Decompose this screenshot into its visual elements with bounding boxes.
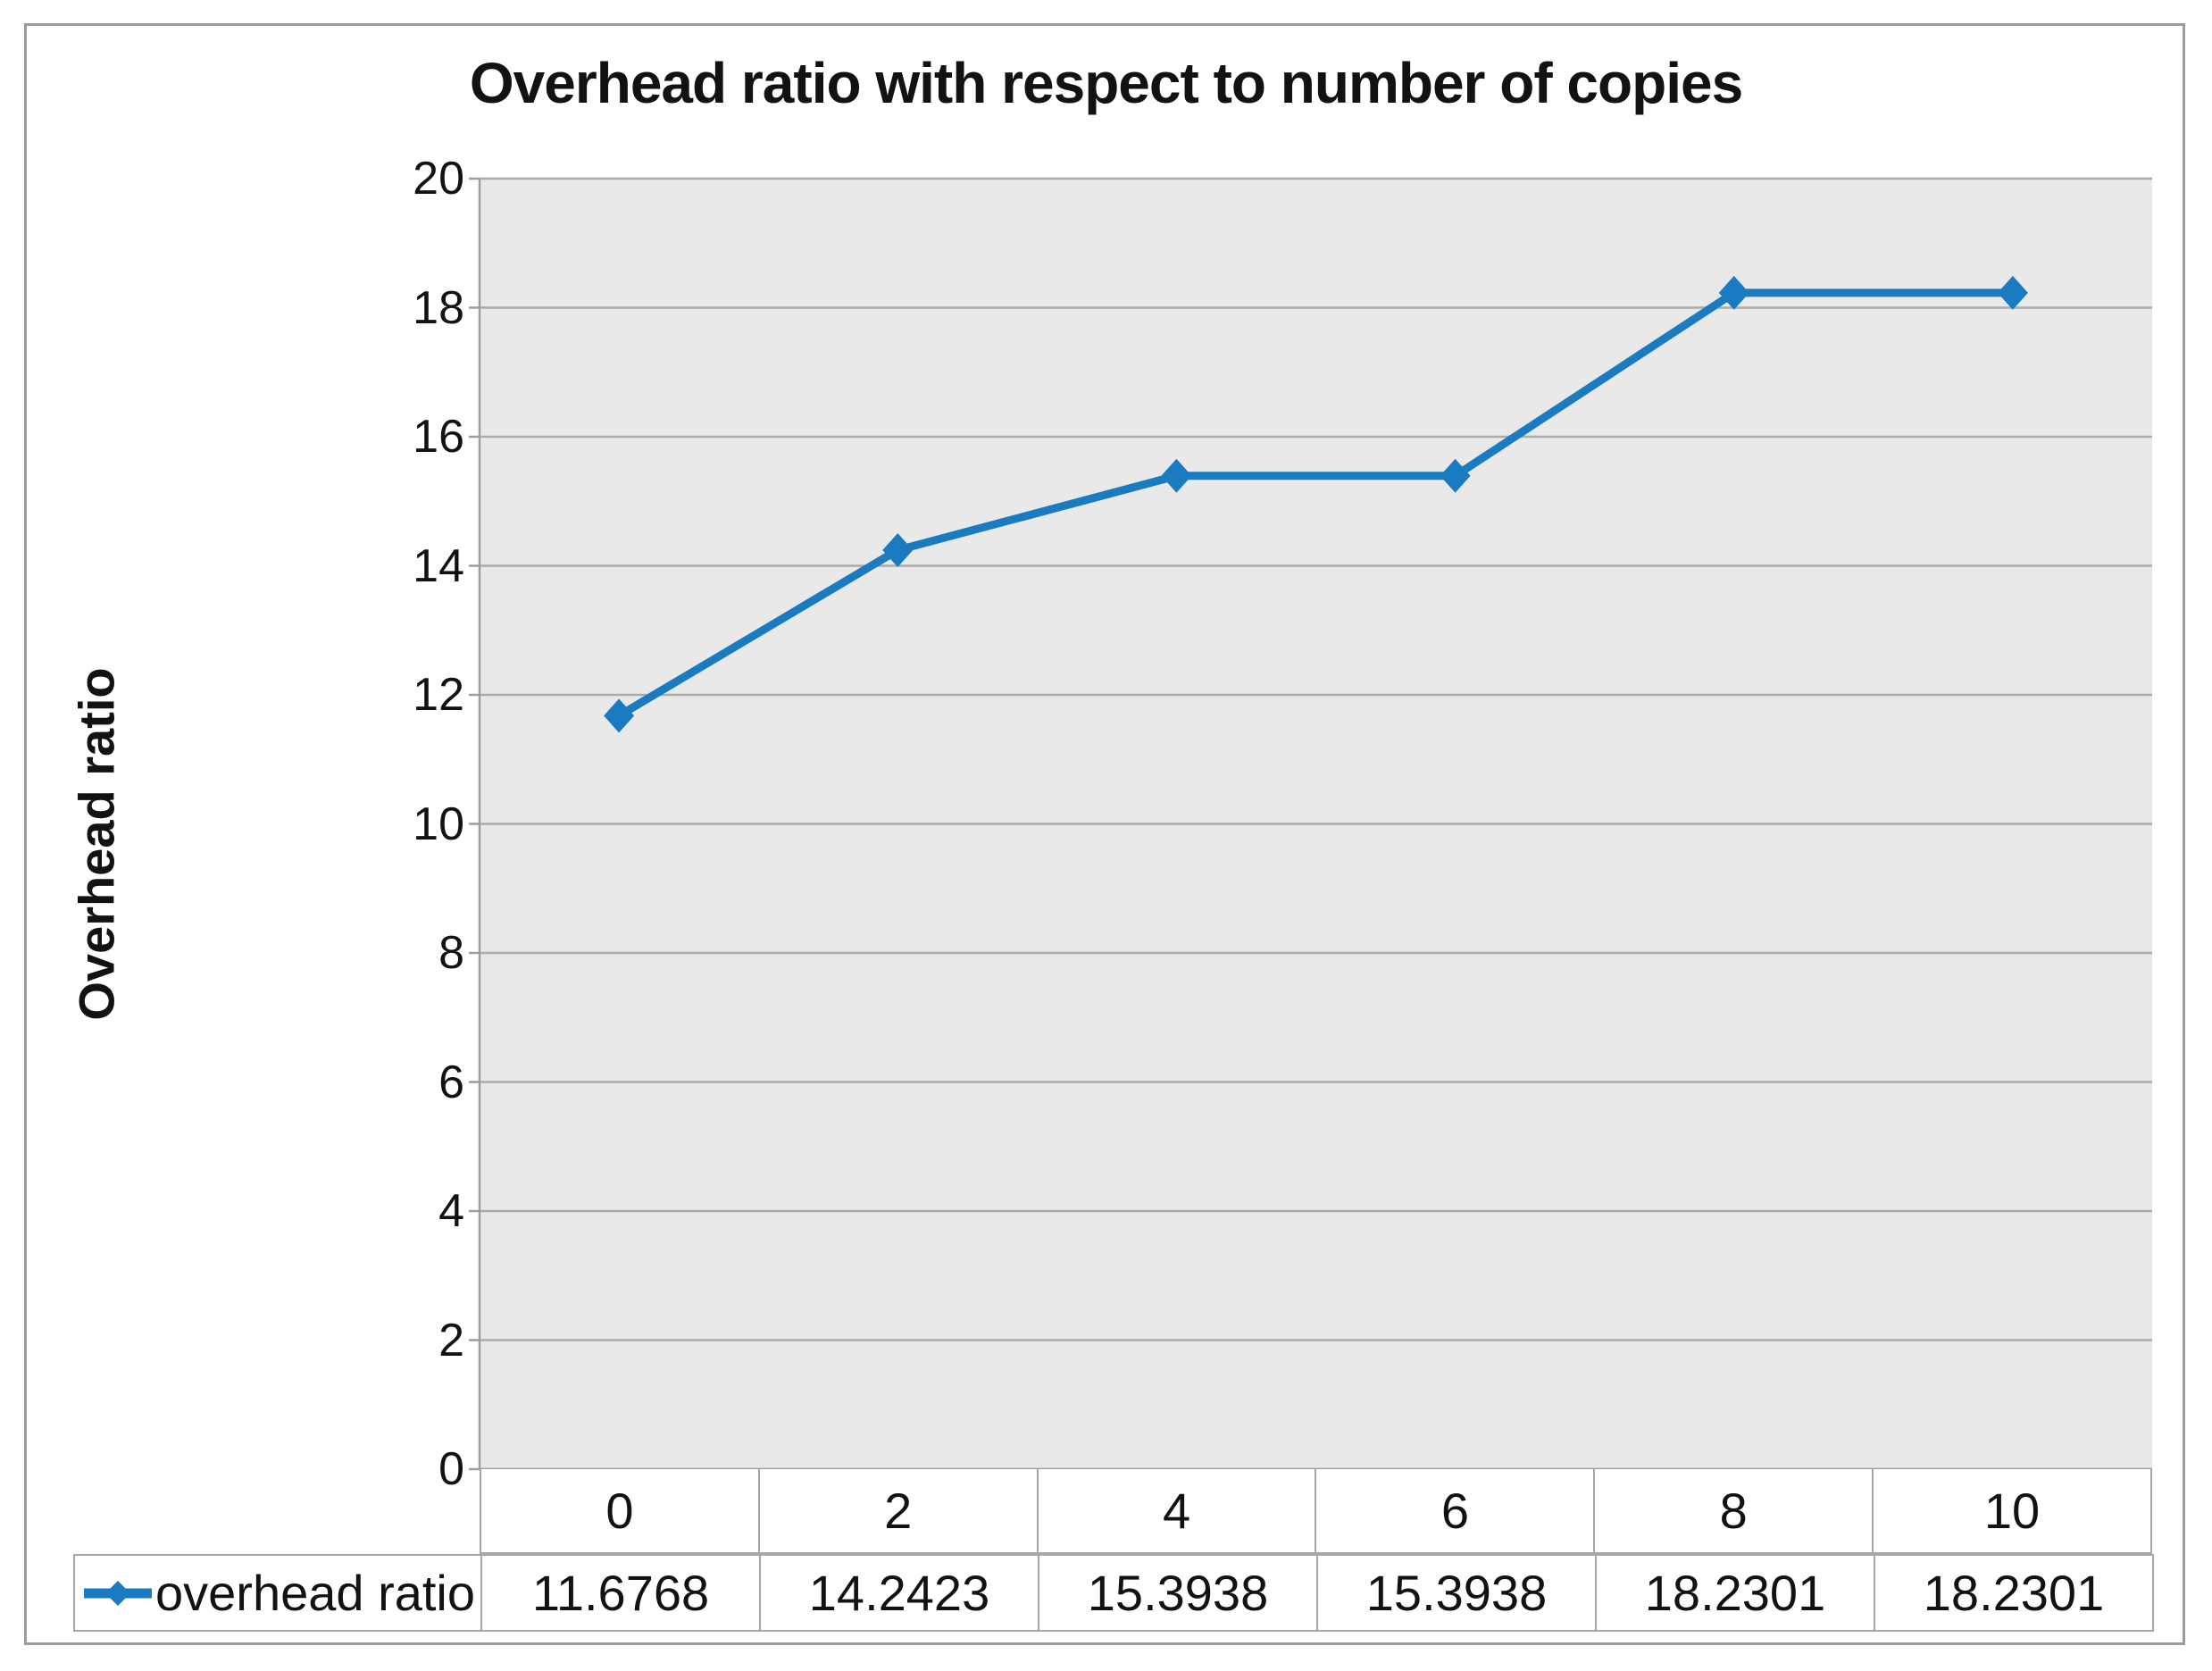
x-category-label: 10	[1872, 1469, 2150, 1552]
y-axis-tick-labels: 20 18 16 14 12 10 8 6 4 2 0	[250, 149, 464, 1499]
y-tick-label: 14	[413, 539, 464, 592]
table-value-cell: 15.3938	[1039, 1556, 1318, 1630]
y-tick-label: 6	[438, 1056, 464, 1108]
x-category-label: 0	[480, 1469, 758, 1552]
table-value-cell: 14.2423	[761, 1556, 1039, 1630]
series-marker-icon	[84, 1580, 152, 1606]
y-tick-label: 0	[438, 1443, 464, 1495]
y-tick-label: 10	[413, 798, 464, 850]
table-value-cell: 15.3938	[1318, 1556, 1597, 1630]
x-category-label: 2	[757, 1469, 1037, 1552]
table-value-cell: 18.2301	[1923, 1565, 2105, 1621]
legend-cell: overhead ratio	[75, 1556, 482, 1630]
y-tick-label: 20	[413, 153, 464, 205]
chart-title: Overhead ratio with respect to number of…	[469, 51, 1743, 115]
y-tick-label: 2	[438, 1314, 464, 1366]
y-axis-title: Overhead ratio	[68, 667, 125, 1021]
y-tick-label: 16	[413, 411, 464, 463]
y-tick-label: 8	[438, 927, 464, 979]
table-value-cell: 18.2301	[1597, 1556, 1875, 1630]
x-category-label: 4	[1036, 1469, 1315, 1552]
x-category-label: 6	[1315, 1469, 1593, 1552]
x-axis-category-row: 0 2 4 6 8 10	[480, 1469, 2152, 1554]
y-tick-label: 4	[438, 1185, 464, 1237]
table-value-cell: 11.6768	[482, 1556, 761, 1630]
legend-label: overhead ratio	[155, 1565, 476, 1621]
x-category-label: 8	[1593, 1469, 1872, 1552]
data-table-row: overhead ratio 11.6768 14.2423 15.3938 1…	[73, 1554, 2154, 1632]
y-tick-label: 12	[413, 669, 464, 721]
y-tick-label: 18	[413, 281, 464, 334]
